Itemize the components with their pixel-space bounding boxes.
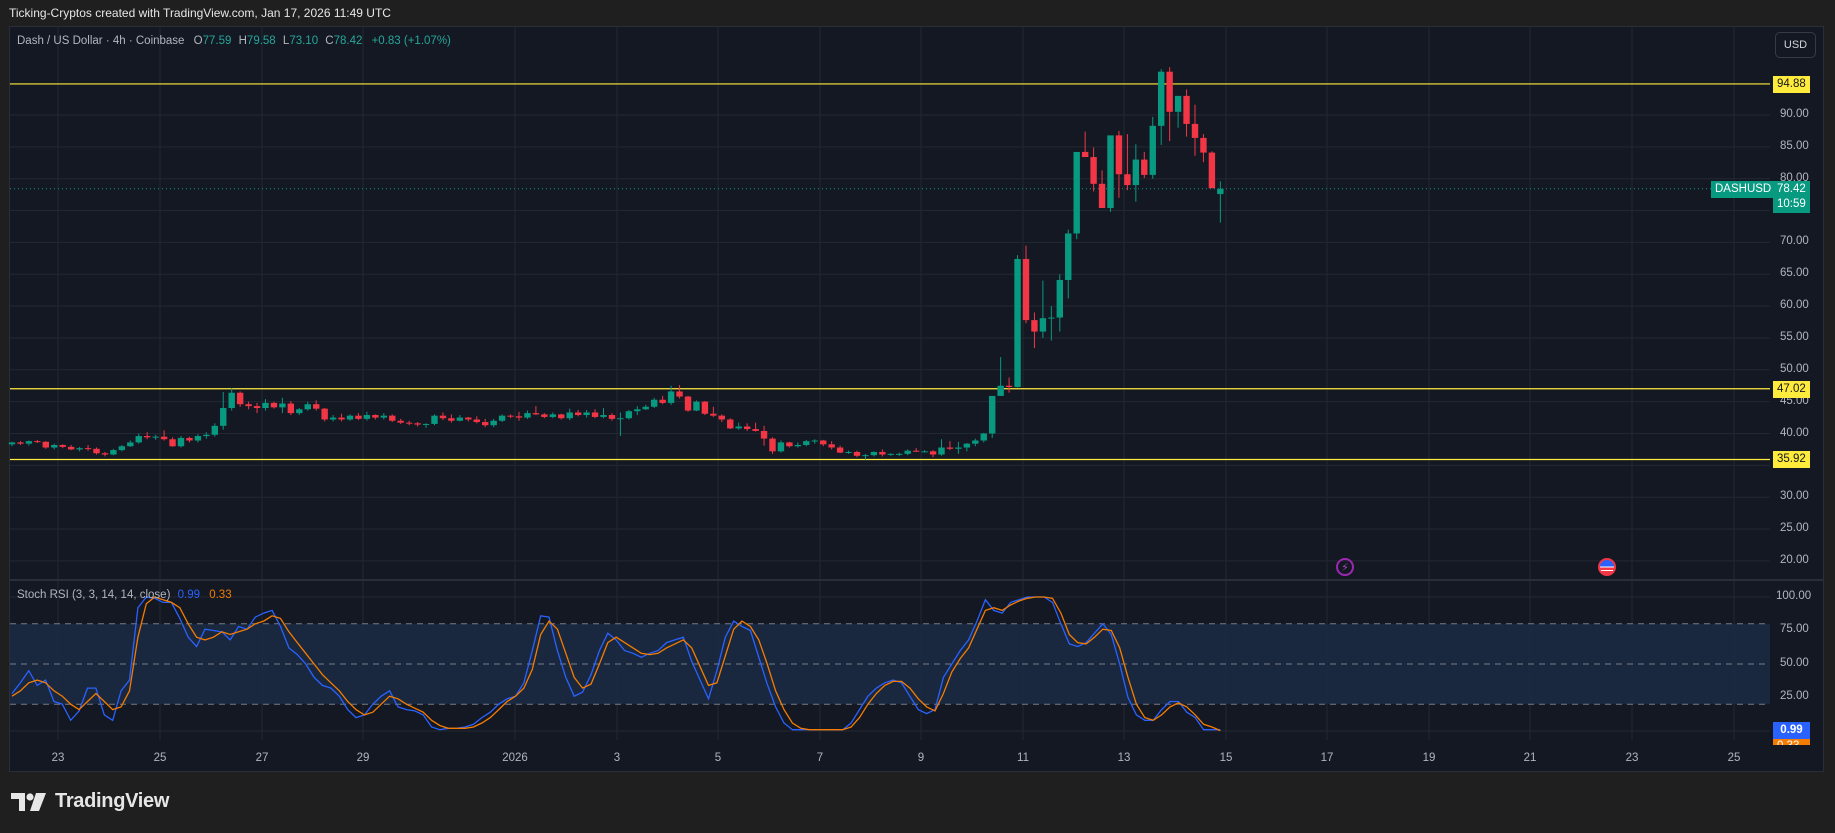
high-value: 79.58 (246, 35, 276, 47)
stoch-k-tag: 0.99 (1773, 722, 1810, 739)
time-axis-label: 3 (613, 752, 621, 764)
price-axis-label: 65.00 (1780, 267, 1809, 280)
currency-button[interactable]: USD (1775, 32, 1816, 58)
open-value: 77.59 (202, 35, 232, 47)
stoch-k-value: 0.99 (177, 589, 201, 601)
price-axis-label: 90.00 (1780, 108, 1809, 120)
time-axis-label: 9 (917, 752, 925, 764)
high-label: H (238, 35, 247, 47)
price-axis-label: 40.00 (1780, 426, 1809, 439)
price-axis-label: 20.00 (1780, 553, 1809, 566)
us-flag-icon[interactable] (1598, 558, 1616, 576)
price-axis-label: 30.00 (1780, 490, 1809, 503)
time-axis-label: 11 (1017, 752, 1029, 764)
stoch-rsi-legend[interactable]: Stoch RSI (3, 3, 14, 14, close) 0.99 0.3… (17, 589, 232, 601)
time-axis-label: 27 (255, 752, 269, 764)
tradingview-logo[interactable]: TradingView (11, 790, 169, 813)
symbol-price-tag: DASHUSD (1711, 181, 1776, 198)
time-axis-label: 2026 (502, 752, 528, 764)
symbol-legend[interactable]: Dash / US Dollar · 4h · Coinbase O77.59 … (17, 35, 451, 47)
price-axis-label: 70.00 (1780, 235, 1809, 248)
chart-credit: Ticking-Cryptos created with TradingView… (9, 6, 391, 20)
price-axis-label: 55.00 (1780, 330, 1809, 343)
low-label: L (282, 35, 290, 47)
time-axis-label: 19 (1422, 752, 1436, 764)
stoch-title: Stoch RSI (3, 3, 14, 14, close) (17, 589, 171, 601)
time-axis-label: 23 (1625, 752, 1639, 764)
time-axis-label: 5 (714, 752, 722, 764)
level-price-tag: 94.88 (1773, 75, 1810, 93)
time-axis-label: 13 (1117, 752, 1131, 764)
level-price-tag: 35.92 (1773, 451, 1810, 469)
tradingview-logo-icon (11, 792, 46, 811)
time-axis-label: 29 (356, 752, 370, 764)
low-value: 73.10 (289, 35, 319, 47)
close-label: C (325, 35, 334, 47)
stoch-d-value: 0.33 (209, 589, 232, 601)
time-axis-label: 21 (1523, 752, 1537, 764)
lightning-icon[interactable]: ⚡︎ (1336, 558, 1354, 576)
open-label: O (193, 35, 203, 47)
price-axis-label: 80.00 (1780, 171, 1809, 184)
price-axis-label: 50.00 (1780, 362, 1809, 375)
level-price-tag: 47.02 (1773, 380, 1810, 398)
stoch-axis-100: 100.00 (1776, 590, 1812, 602)
close-value: 78.42 (333, 35, 363, 47)
brand-name: TradingView (55, 790, 170, 812)
stoch-axis-25: 25.00 (1780, 690, 1809, 702)
price-axis-label: 85.00 (1780, 139, 1809, 152)
price-axis-label: 60.00 (1780, 299, 1809, 312)
last-price-value: 78.42 (1777, 183, 1806, 195)
time-axis-label: 25 (1727, 752, 1741, 764)
time-axis-label: 25 (153, 752, 167, 764)
time-axis-label: 17 (1320, 752, 1334, 764)
time-axis-label: 15 (1219, 752, 1233, 764)
change-value: +0.83 (+1.07%) (371, 35, 451, 47)
stoch-axis-50: 50.00 (1780, 657, 1809, 669)
bar-countdown: 10:59 (1777, 198, 1806, 210)
time-axis-label: 23 (51, 752, 65, 764)
stoch-d-tag: 0.33 (1773, 739, 1810, 745)
last-price-tag: 78.42 10:59 (1773, 181, 1810, 213)
time-axis-label: 7 (816, 752, 824, 764)
price-axis-label: 25.00 (1780, 522, 1809, 535)
symbol-title[interactable]: Dash / US Dollar · 4h · Coinbase (17, 35, 185, 47)
stoch-axis-75: 75.00 (1780, 623, 1809, 635)
